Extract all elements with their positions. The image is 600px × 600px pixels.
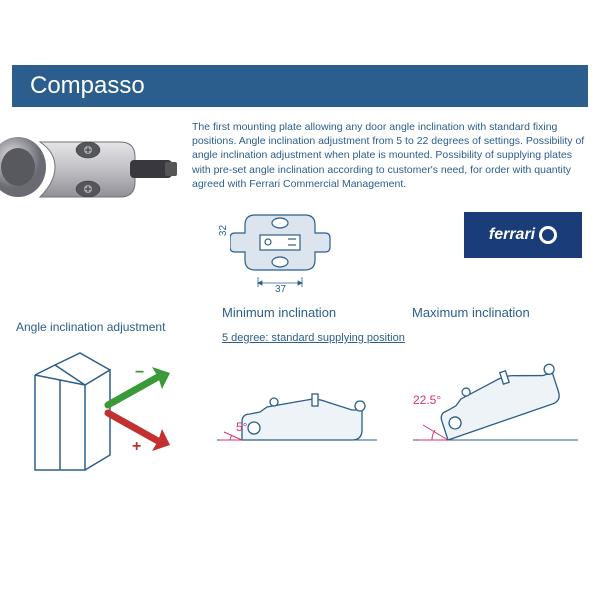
angle-min-value: 5° — [236, 420, 247, 434]
hinge-product-photo — [0, 112, 180, 242]
svg-text:−: − — [135, 364, 144, 381]
label-max-inclination: Maximum inclination — [412, 305, 530, 320]
label-supply-position: 5 degree: standard supplying position — [222, 332, 405, 344]
logo-icon — [539, 226, 557, 244]
title-bar: Compasso — [12, 65, 588, 107]
dimension-width: 37 — [275, 284, 286, 295]
label-min-inclination: Minimum inclination — [222, 305, 336, 320]
product-description: The first mounting plate allowing any do… — [192, 120, 587, 191]
label-angle-adjustment: Angle inclination adjustment — [16, 320, 165, 334]
technical-drawing-top — [230, 195, 340, 290]
cabinet-diagram: − + — [20, 345, 180, 485]
svg-text:+: + — [132, 438, 141, 455]
brand-logo: ferrari — [464, 212, 582, 258]
brand-name: ferrari — [489, 226, 535, 244]
angle-max-value: 22.5° — [413, 393, 441, 407]
product-title: Compasso — [30, 72, 145, 100]
dimension-height: 32 — [218, 225, 229, 236]
min-inclination-diagram — [212, 352, 382, 462]
